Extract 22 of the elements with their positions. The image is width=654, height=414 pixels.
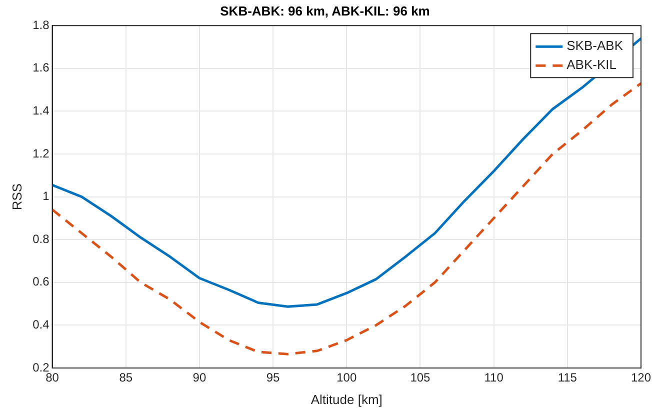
y-tick-label: 1 (42, 189, 50, 204)
y-tick-label: 0.4 (32, 318, 50, 332)
x-tick-label: 100 (336, 370, 357, 385)
y-tick-label: 1.4 (32, 104, 50, 118)
y-tick-label: 1.2 (32, 146, 50, 160)
chart-title: SKB-ABK: 96 km, ABK-KIL: 96 km (220, 3, 430, 18)
x-tick-label: 95 (266, 370, 280, 385)
y-tick-label: 0.8 (32, 232, 50, 246)
x-tick-label: 120 (630, 370, 652, 385)
x-tick-label: 105 (410, 370, 431, 385)
x-tick-label: 110 (484, 370, 504, 385)
line-series (52, 82, 641, 356)
legend-label: SKB-ABK (566, 38, 624, 54)
y-tick-label: 1.8 (32, 18, 50, 32)
legend-label: ABK-KIL (566, 57, 616, 72)
y-axis-title: RSS (9, 183, 24, 210)
y-tick-label: 1.6 (32, 60, 50, 75)
x-tick-label: 90 (192, 370, 206, 385)
x-axis-title: Altitude [km] (310, 392, 382, 407)
x-tick-label: 85 (119, 370, 133, 385)
y-tick-label: 0.6 (32, 274, 50, 289)
x-tick-label: 115 (558, 370, 578, 385)
